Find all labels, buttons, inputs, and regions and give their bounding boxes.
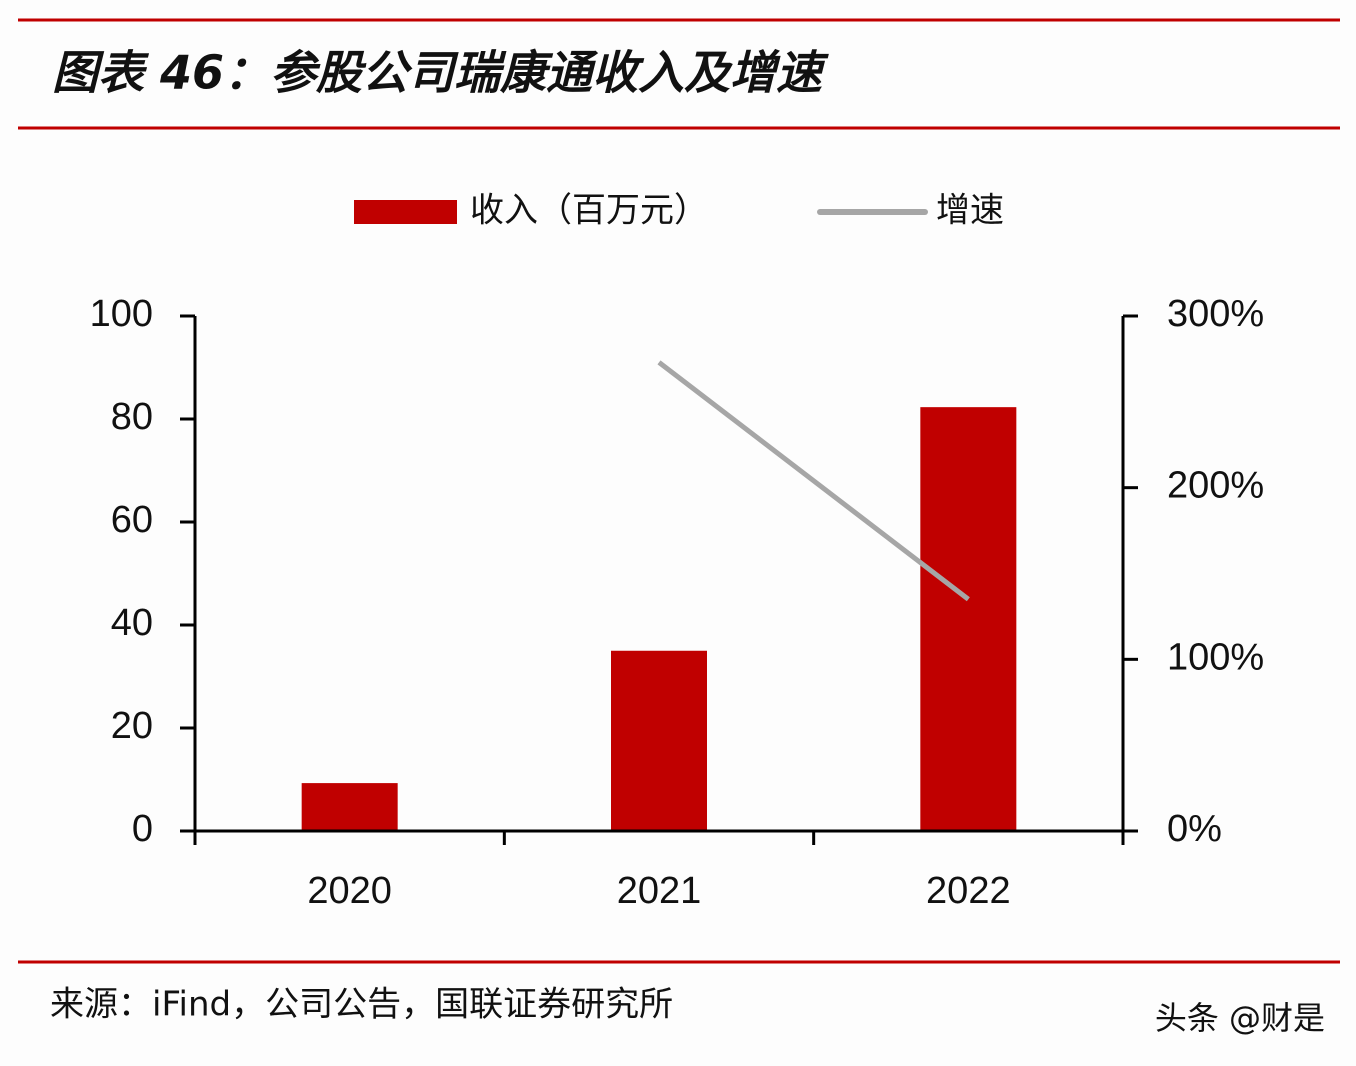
x-tick-label: 2021 bbox=[617, 870, 702, 912]
y2-tick-label: 0% bbox=[1167, 808, 1222, 850]
legend-label: 收入（百万元） bbox=[470, 191, 708, 231]
chart-title: 图表 46：参股公司瑞康通收入及增速 bbox=[52, 46, 829, 100]
y-tick-label: 80 bbox=[111, 396, 153, 438]
legend-label: 增速 bbox=[936, 191, 1004, 231]
x-tick-label: 2022 bbox=[926, 870, 1011, 912]
watermark: 头条 @财是 bbox=[1155, 999, 1325, 1037]
y-tick-label: 40 bbox=[111, 602, 153, 644]
source: 来源：iFind，公司公告，国联证券研究所 bbox=[50, 985, 673, 1025]
line bbox=[657, 360, 970, 602]
y-tick-label: 60 bbox=[111, 499, 153, 541]
y-tick-label: 100 bbox=[90, 293, 153, 335]
y2-tick-label: 200% bbox=[1167, 465, 1264, 507]
y2-tick-label: 300% bbox=[1167, 293, 1264, 335]
bar bbox=[920, 407, 1017, 831]
legend-swatch bbox=[354, 200, 457, 224]
y-tick-label: 0 bbox=[132, 808, 153, 850]
bar bbox=[611, 650, 707, 831]
bar bbox=[301, 783, 398, 831]
x-tick-label: 2020 bbox=[307, 870, 392, 912]
y-tick-label: 20 bbox=[111, 705, 153, 747]
y2-tick-label: 100% bbox=[1167, 636, 1264, 678]
